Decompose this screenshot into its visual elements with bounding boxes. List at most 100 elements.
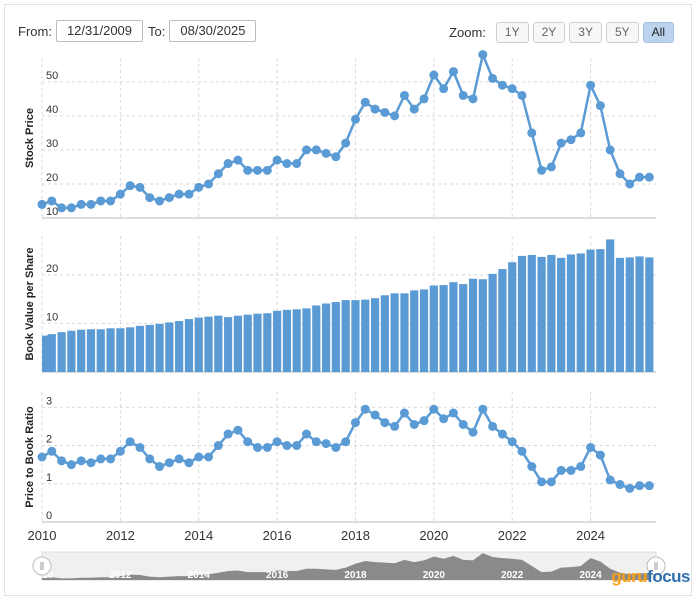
bar — [615, 257, 625, 372]
bar — [586, 249, 595, 372]
bar — [214, 315, 223, 372]
bar — [194, 317, 203, 372]
bar — [233, 315, 243, 372]
data-point — [96, 454, 106, 464]
data-point — [409, 420, 419, 429]
data-point — [458, 90, 468, 100]
bar — [126, 327, 135, 372]
bar — [410, 290, 419, 372]
data-point — [468, 94, 478, 104]
data-point — [556, 138, 566, 148]
data-point — [301, 145, 311, 155]
data-point — [497, 80, 507, 90]
data-point — [86, 199, 96, 209]
y-tick-label: 1 — [46, 472, 52, 484]
data-point — [311, 437, 321, 447]
data-point — [135, 442, 145, 452]
zoom-1y-button[interactable]: 1Y — [495, 21, 529, 43]
bar — [263, 313, 272, 372]
bar — [566, 254, 576, 372]
y-tick-label: 2 — [46, 434, 52, 446]
bar — [449, 282, 458, 372]
x-tick-label: 2016 — [263, 528, 292, 543]
data-point — [213, 169, 223, 179]
to-date-input[interactable]: 08/30/2025 — [169, 20, 257, 42]
data-point — [184, 189, 194, 199]
data-point — [115, 446, 125, 456]
bar — [498, 269, 507, 372]
data-point — [576, 462, 586, 472]
bar — [302, 308, 311, 372]
data-point — [331, 442, 341, 452]
logo-focus: focus — [647, 567, 690, 586]
data-point — [615, 480, 625, 490]
y-axis-title: Stock Price — [24, 108, 36, 168]
data-point — [399, 90, 409, 100]
data-point — [321, 439, 331, 449]
to-label: To: — [148, 23, 166, 39]
data-point — [135, 182, 145, 192]
data-point — [380, 418, 390, 428]
data-point — [399, 408, 409, 418]
logo-guru: guru — [611, 567, 648, 586]
data-point — [155, 196, 165, 206]
data-point — [272, 437, 282, 447]
bar — [390, 293, 399, 372]
data-point — [390, 111, 400, 121]
bar — [351, 300, 360, 372]
data-point — [341, 138, 351, 148]
bar — [400, 293, 409, 372]
bar — [253, 313, 262, 372]
data-point — [76, 456, 86, 466]
data-point — [47, 446, 57, 456]
data-point — [204, 452, 214, 462]
data-point — [527, 462, 537, 472]
bar — [331, 302, 340, 372]
data-point — [380, 107, 390, 117]
data-point — [341, 437, 351, 447]
data-point — [194, 182, 204, 192]
zoom-3y-button[interactable]: 3Y — [569, 21, 602, 43]
data-point — [576, 128, 586, 138]
navigator-tick-label: 2024 — [579, 570, 602, 581]
bar — [478, 279, 487, 372]
zoom-5y-button[interactable]: 5Y — [605, 21, 639, 43]
data-point — [635, 172, 645, 182]
zoom-2y-button[interactable]: 2Y — [532, 21, 566, 43]
data-point — [233, 425, 243, 435]
data-point — [350, 114, 360, 124]
bar — [155, 323, 164, 372]
bar — [47, 334, 56, 372]
data-point — [213, 441, 223, 451]
data-point — [595, 101, 605, 111]
navigator-left-handle[interactable] — [32, 556, 52, 576]
y-tick-label: 50 — [46, 70, 58, 82]
from-date-input[interactable]: 12/31/2009 — [55, 20, 144, 42]
navigator-tick-label: 2014 — [188, 570, 211, 581]
data-point — [586, 442, 596, 452]
data-point — [439, 414, 449, 424]
bar — [517, 255, 527, 372]
y-tick-label: 30 — [46, 138, 58, 150]
data-point — [566, 135, 576, 145]
data-point — [37, 452, 47, 462]
data-point — [429, 404, 439, 414]
data-point — [194, 452, 204, 462]
bar — [135, 325, 145, 372]
bar — [488, 273, 497, 372]
bar — [341, 300, 350, 372]
data-point — [86, 458, 96, 468]
bar — [204, 316, 213, 372]
navigator-right-handle[interactable] — [646, 556, 666, 576]
data-point — [635, 481, 645, 491]
y-tick-label: 10 — [46, 311, 58, 323]
navigator-tick-label: 2010 — [31, 570, 54, 581]
data-point — [106, 196, 116, 206]
data-point — [527, 128, 537, 138]
data-point — [66, 460, 76, 470]
data-point — [164, 193, 174, 203]
zoom-label: Zoom: — [449, 24, 486, 40]
zoom-all-button[interactable]: All — [642, 21, 674, 43]
data-point — [174, 454, 184, 464]
bar — [67, 330, 76, 372]
